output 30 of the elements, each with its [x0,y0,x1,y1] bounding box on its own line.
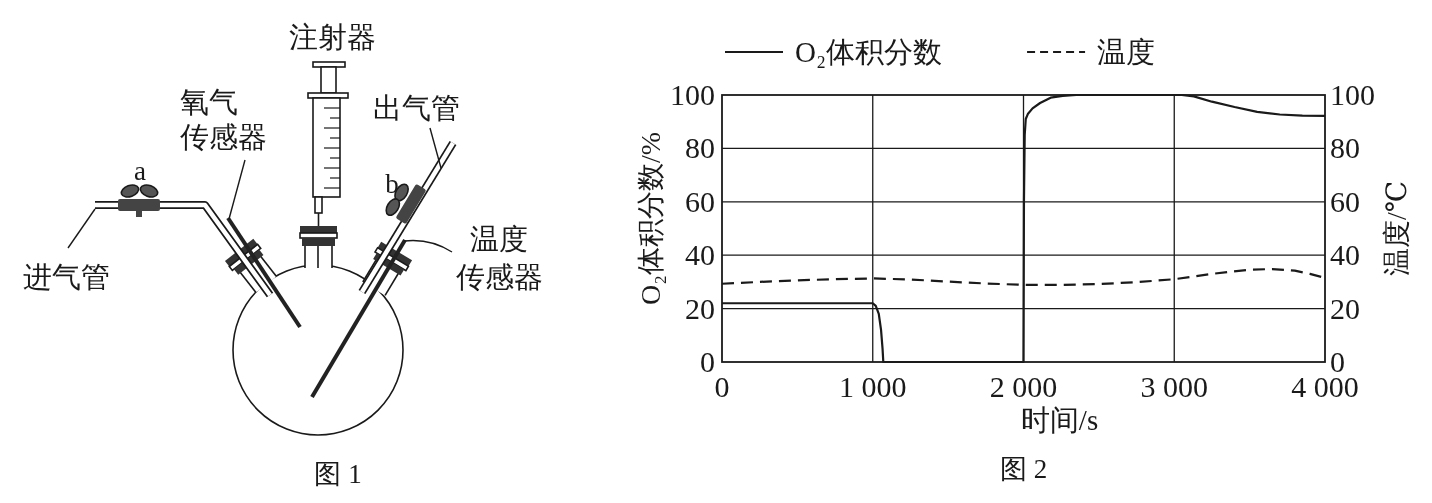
text: 温度传感器 [455,223,543,293]
text: 图 1 [314,459,362,489]
text: 出气管 [373,92,460,124]
y-tick-label: 100 [670,78,715,111]
y2-tick-label: 0 [1330,345,1345,378]
text: 图 2 [999,454,1048,484]
legend-label: O₂体积分数 [795,36,943,68]
text: a [134,156,147,186]
text: 注射器 [288,21,376,53]
x-axis-title: 时间/s [1020,404,1099,436]
text: b [385,169,399,199]
y-tick-label: 60 [685,184,715,218]
text: 进气管 [23,261,110,293]
x-tick-label: 3 000 [1140,370,1208,403]
y-tick-label: 40 [685,238,715,272]
x-tick-label: 2 000 [989,370,1058,403]
y2-tick-label: 20 [1330,291,1360,325]
y-tick-label: 20 [685,291,715,325]
y2-tick-label: 40 [1330,238,1360,272]
legend-label: 温度 [1097,36,1156,68]
y2-tick-label: 80 [1330,131,1360,165]
y2-tick-label: 60 [1330,184,1360,218]
y2-axis-title: 温度/℃ [1381,180,1412,277]
line-series [720,93,1327,364]
y-axis-title: O₂体积分数/% [635,131,666,306]
text: 氧气传感器 [180,86,267,153]
y-tick-label: 0 [700,345,715,378]
y-tick-label: 80 [685,131,715,165]
x-tick-label: 1 000 [839,370,907,403]
y2-tick-label: 100 [1330,78,1375,111]
